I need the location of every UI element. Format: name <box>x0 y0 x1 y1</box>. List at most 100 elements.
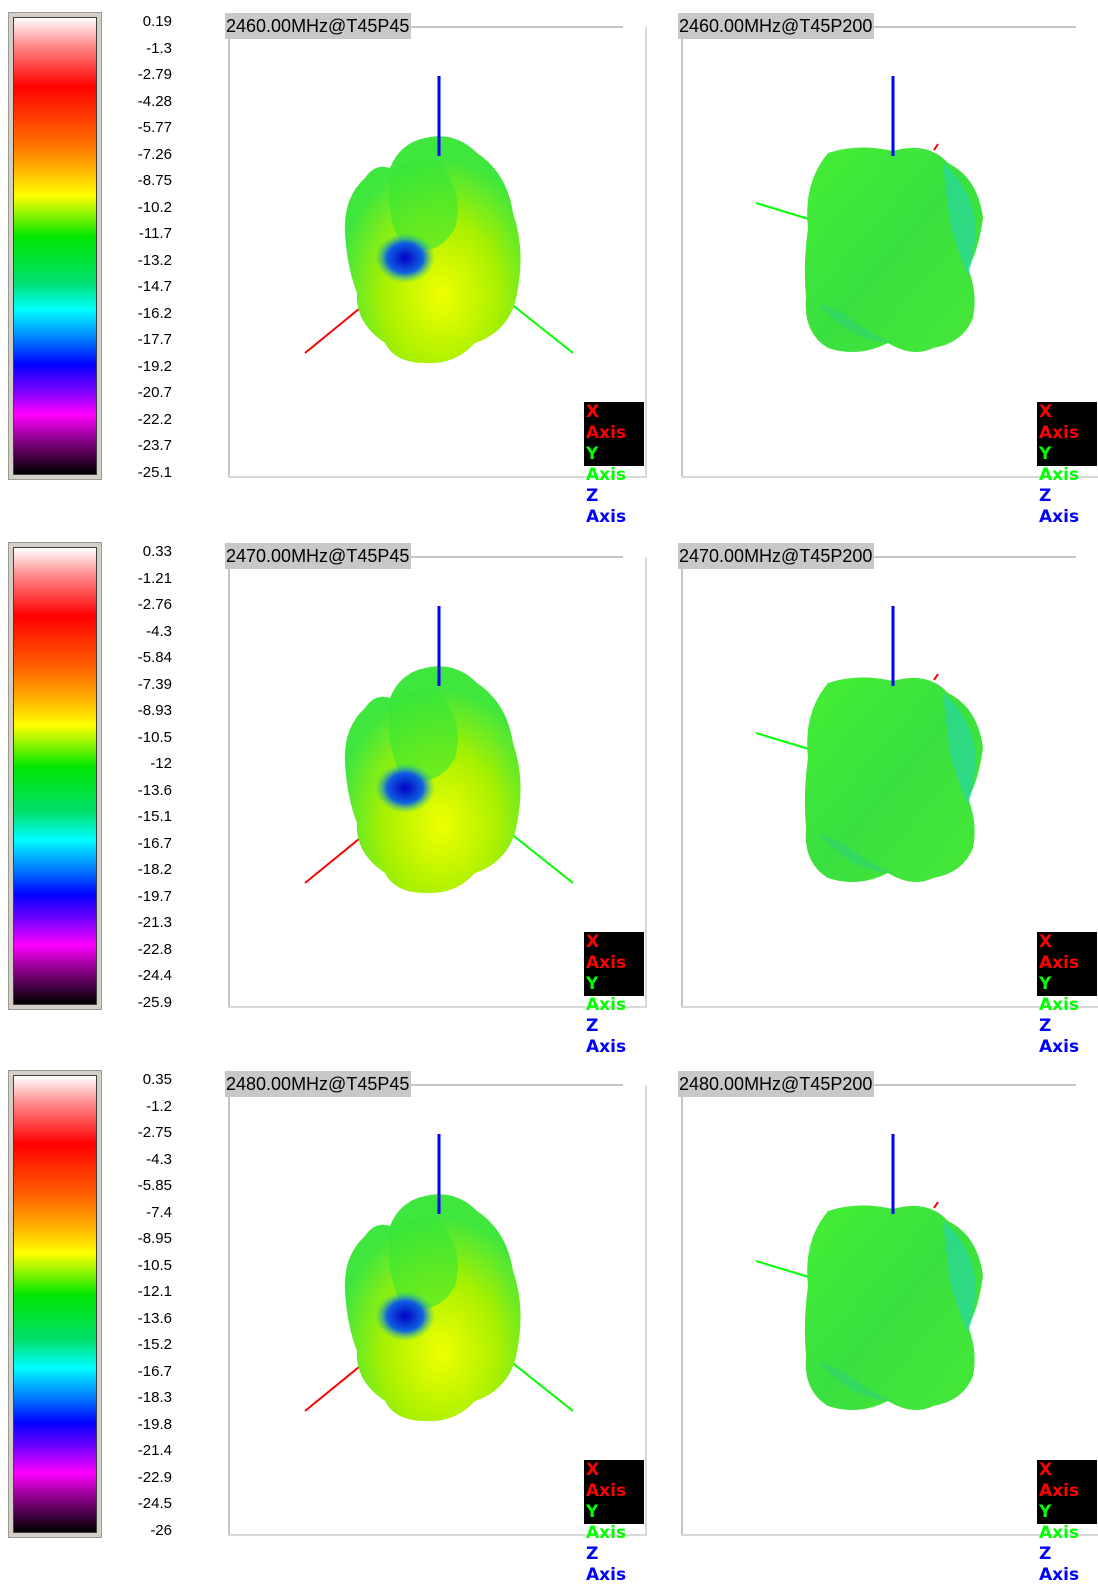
pattern-lobe <box>818 303 893 343</box>
legend-z-axis: Z Axis <box>1039 486 1080 527</box>
scale-tick-label: -20.7 <box>137 384 172 401</box>
scale-tick-label: -4.28 <box>137 92 172 110</box>
panel-title: 2470.00MHz@T45P200 <box>678 543 875 569</box>
scale-tick-label: -4.3 <box>146 622 172 640</box>
scale-tick-label: -8.95 <box>137 1230 172 1247</box>
legend-y-axis: Y Axis <box>586 444 627 485</box>
pattern-panel: 2470.00MHz@T45P200 X Axis Y Axis Z Axis <box>678 543 1098 1057</box>
legend-x-axis: X Axis <box>1039 932 1080 973</box>
scale-tick-label: 0.33 <box>142 543 172 560</box>
scale-tick-label: -7.4 <box>146 1203 172 1221</box>
scale-tick-label: -5.77 <box>137 119 172 136</box>
scale-tick-label: -7.39 <box>137 675 172 693</box>
scale-tick-label: -10.5 <box>137 1256 172 1274</box>
scale-tick-label: -22.2 <box>137 410 172 428</box>
legend-z-axis: Z Axis <box>586 1544 627 1585</box>
scale-tick-label: -16.7 <box>137 834 172 852</box>
panel-title: 2480.00MHz@T45P200 <box>678 1071 875 1097</box>
legend-y-axis: Y Axis <box>1039 974 1080 1015</box>
pattern-lobe <box>943 693 976 805</box>
scale-tick-label: -8.75 <box>137 172 172 189</box>
scale-tick-label: -24.5 <box>137 1495 172 1512</box>
pattern-3d-plot <box>304 76 574 364</box>
color-scale-bar <box>13 547 97 1005</box>
pattern-null <box>375 763 435 813</box>
pattern-lobe <box>943 1221 976 1333</box>
pattern-surface <box>804 1205 983 1410</box>
y-axis-line <box>755 1260 813 1279</box>
pattern-lobe <box>818 1361 893 1401</box>
scale-tick-label: -10.2 <box>137 198 172 216</box>
pattern-3d-plot <box>304 606 574 894</box>
scale-tick-label: -19.8 <box>137 1415 172 1433</box>
scale-tick-label: -2.76 <box>137 596 172 613</box>
legend-x-axis: X Axis <box>586 1460 627 1501</box>
color-scale <box>8 542 102 1010</box>
pattern-panel: 2480.00MHz@T45P200 X Axis Y Axis Z Axis <box>678 1071 1098 1585</box>
scale-tick-label: -5.85 <box>137 1177 172 1194</box>
scale-tick-label: -16.2 <box>137 304 172 322</box>
y-axis-line <box>755 202 813 221</box>
pattern-panel: 2480.00MHz@T45P45 X Axis Y Axis Z Axis <box>225 1071 647 1585</box>
scale-tick-label: -7.26 <box>137 145 172 163</box>
pattern-3d-plot <box>755 606 983 882</box>
scale-tick-label: -21.3 <box>137 914 172 931</box>
x-axis-line <box>933 143 939 151</box>
scale-tick-label: -24.4 <box>137 967 172 984</box>
scale-tick-label: -1.21 <box>137 569 172 587</box>
axis-legend: X Axis Y Axis Z Axis <box>1037 402 1097 527</box>
scale-tick-label: -4.3 <box>146 1150 172 1168</box>
pattern-lobe <box>388 689 458 781</box>
legend-x-axis: X Axis <box>1039 1460 1080 1501</box>
pattern-panel: 2460.00MHz@T45P200 X Axis Y Axis Z Axis <box>678 13 1098 527</box>
scale-tick-label: -18.3 <box>137 1389 172 1406</box>
y-axis-line <box>509 832 574 884</box>
pattern-3d-plot <box>755 1134 983 1410</box>
scale-tick-label: 0.19 <box>142 13 172 30</box>
color-scale <box>8 1070 102 1538</box>
pattern-lobe <box>943 163 976 275</box>
scale-tick-label: -13.6 <box>137 781 172 799</box>
panel-title: 2480.00MHz@T45P45 <box>225 1071 412 1097</box>
color-scale-bar <box>13 1075 97 1533</box>
pattern-surface <box>804 677 983 882</box>
axis-legend: X Axis Y Axis Z Axis <box>584 402 644 527</box>
pattern-lobe <box>388 1217 458 1309</box>
legend-z-axis: Z Axis <box>1039 1016 1080 1057</box>
scale-tick-label: -25.1 <box>137 463 172 481</box>
panel-title: 2460.00MHz@T45P45 <box>225 13 412 39</box>
color-scale-bar <box>13 17 97 475</box>
pattern-3d-plot <box>304 1134 574 1422</box>
scale-tick-label: -14.7 <box>137 278 172 295</box>
legend-y-axis: Y Axis <box>1039 1502 1080 1543</box>
scale-tick-label: -1.2 <box>146 1097 172 1115</box>
legend-z-axis: Z Axis <box>586 1016 627 1057</box>
axis-legend: X Axis Y Axis Z Axis <box>584 1460 644 1585</box>
y-axis-line <box>509 302 574 354</box>
panel-title: 2460.00MHz@T45P200 <box>678 13 875 39</box>
scale-tick-label: -10.5 <box>137 728 172 746</box>
scale-tick-label: -11.7 <box>138 225 172 242</box>
scale-tick-label: -13.2 <box>137 251 172 269</box>
panel-title: 2470.00MHz@T45P45 <box>225 543 412 569</box>
scale-tick-label: 0.35 <box>142 1071 172 1088</box>
scale-tick-label: -15.1 <box>137 808 172 825</box>
legend-x-axis: X Axis <box>586 402 627 443</box>
axis-legend: X Axis Y Axis Z Axis <box>584 932 644 1057</box>
pattern-panel: 2460.00MHz@T45P45 X Axis Y Axis Z Axis <box>225 13 647 527</box>
scale-tick-label: -8.93 <box>137 702 172 719</box>
scale-tick-label: -21.4 <box>137 1442 172 1459</box>
scale-tick-label: -1.3 <box>146 39 172 57</box>
pattern-row: 0.35 -1.2 -2.75 -4.3 -5.85 -7.4 -8.95 -10.5 -12.… <box>0 1058 1098 1585</box>
legend-y-axis: Y Axis <box>586 974 627 1015</box>
color-scale <box>8 12 102 480</box>
scale-tick-label: -12.1 <box>137 1283 172 1300</box>
legend-z-axis: Z Axis <box>586 486 627 527</box>
scale-tick-label: -15.2 <box>137 1336 172 1353</box>
legend-y-axis: Y Axis <box>1039 444 1080 485</box>
pattern-row: 0.33 -1.21 -2.76 -4.3 -5.84 -7.39 -8.93 -10.5 -1… <box>0 530 1098 1057</box>
scale-tick-label: -22.8 <box>137 940 172 958</box>
legend-y-axis: Y Axis <box>586 1502 627 1543</box>
pattern-null <box>375 233 435 283</box>
pattern-lobe <box>388 159 458 251</box>
